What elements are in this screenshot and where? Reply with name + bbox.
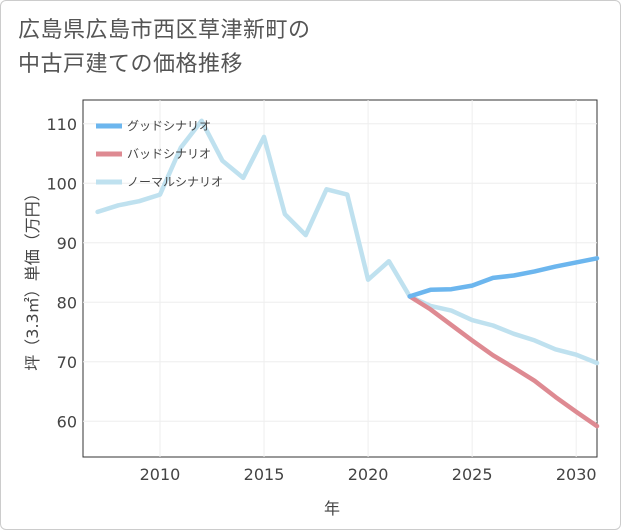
chart-title-line1: 広島県広島市西区草津新町の: [18, 18, 311, 43]
y-tick-label-2: 80: [57, 293, 77, 312]
chart-title: 広島県広島市西区草津新町の 中古戸建ての価格推移: [18, 14, 311, 82]
legend-label-2: ノーマルシナリオ: [127, 175, 223, 189]
plot-area: [82, 99, 598, 458]
x-tick-labels: 2010 2015 2020 2025 2030: [140, 465, 597, 484]
legend-label-1: バッドシナリオ: [127, 147, 211, 161]
x-axis-title: 年: [324, 499, 340, 518]
series-line-1: [407, 294, 600, 429]
y-tick-labels: 60 70 80 90 100 110: [46, 115, 77, 431]
x-tick-label-0: 2010: [140, 465, 181, 484]
chart-title-line2: 中古戸建ての価格推移: [18, 52, 244, 77]
y-tick-label-4: 100: [46, 174, 77, 193]
series-lines: [95, 118, 600, 429]
legend-label-0: グッドシナリオ: [127, 119, 211, 133]
x-tick-label-4: 2030: [556, 465, 597, 484]
series-line-2: [95, 118, 600, 366]
y-tick-label-1: 70: [57, 353, 77, 372]
series-line-0: [407, 256, 600, 299]
y-axis-title: 坪（3.3㎡）単価（万円）: [23, 185, 42, 370]
y-tick-label-0: 60: [57, 412, 77, 431]
x-tick-label-2: 2020: [348, 465, 389, 484]
x-tick-label-3: 2025: [452, 465, 493, 484]
x-tick-label-1: 2015: [244, 465, 285, 484]
y-tick-label-5: 110: [46, 115, 77, 134]
y-tick-label-3: 90: [57, 234, 77, 253]
